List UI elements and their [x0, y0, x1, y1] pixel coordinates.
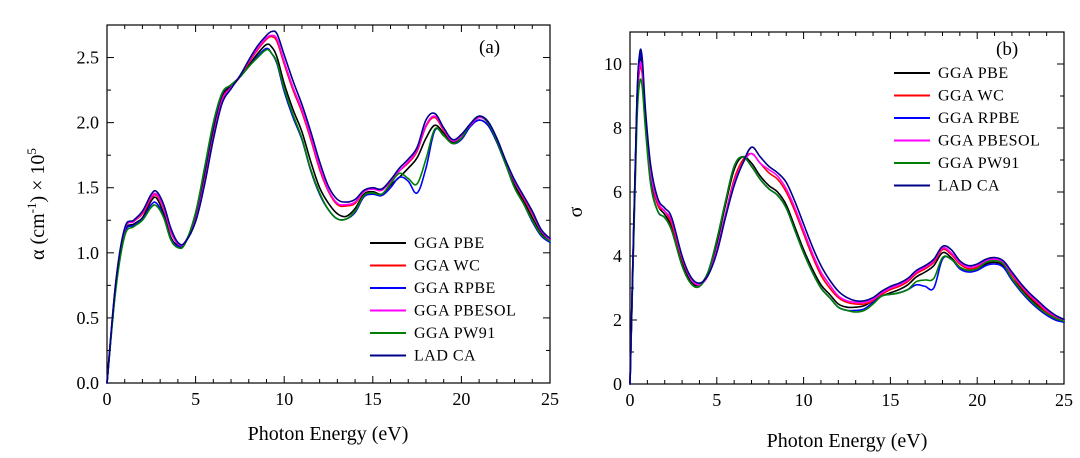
- panel-b-legend-label: GGA PW91: [938, 155, 1020, 172]
- panel-b-legend-label: GGA PBE: [938, 65, 1009, 82]
- panel-a-x-tick-label: 5: [191, 389, 200, 409]
- panel-a-x-tick-label: 15: [364, 389, 382, 409]
- panel-b-y-tick-label: 4: [613, 246, 622, 266]
- panel-a-y-tick-label: 1.5: [77, 178, 100, 198]
- panel-a-legend-label: GGA WC: [414, 258, 480, 275]
- panel-a-y-axis-title-main: α (cm: [27, 213, 49, 260]
- panel-a-legend-label: GGA RPBE: [414, 280, 496, 297]
- panel-a-y-tick-label: 1.0: [77, 243, 100, 263]
- panel-b-y-tick-label: 10: [604, 54, 622, 74]
- panel-b-series-gga-pbesol: [629, 61, 1065, 385]
- panel-b-x-tick-label: 25: [1055, 390, 1073, 410]
- panel-b-series-gga-pw91: [629, 78, 1065, 385]
- panel-a-legend-label: GGA PBE: [414, 235, 485, 252]
- panel-b-x-tick-label: 15: [881, 390, 899, 410]
- panel-a-x-tick-label: 10: [275, 389, 293, 409]
- panel-a-y-axis-title-mid: ) × 10: [27, 155, 49, 203]
- panel-b-conductivity-chart: 0 5 10 15 20 25 0 2 4 6 8 10 (b) Photon Energy (eV)…: [565, 31, 1073, 452]
- panel-a-y-axis-title-exp1: -1: [24, 203, 39, 214]
- panel-a-legend-label: GGA PBESOL: [414, 303, 516, 320]
- panel-b-x-tick-label: 10: [795, 390, 813, 410]
- panel-a-label: (a): [479, 37, 500, 58]
- panel-a-series-lad-ca: [106, 30, 551, 384]
- panel-a-legend-label: GGA PW91: [414, 325, 496, 342]
- panel-a-y-axis-title-exp2: 5: [24, 148, 39, 155]
- panel-a-plot-frame: [106, 24, 551, 384]
- panel-a-x-tick-label: 0: [103, 389, 112, 409]
- panel-b-y-tick-label: 0: [613, 374, 622, 394]
- panel-b-y-tick-label: 8: [613, 118, 622, 138]
- panel-a-y-tick-label: 2.0: [77, 113, 100, 133]
- panel-a-absorption-chart: 0 5 10 15 20 25 0.0 0.5 1.0 1.5 2.0 2.5 (a) Photon …: [24, 24, 559, 445]
- panel-b-y-tick-label: 2: [613, 310, 622, 330]
- panel-b-legend-label: GGA RPBE: [938, 110, 1020, 127]
- panel-a-x-axis-title: Photon Energy (eV): [248, 423, 409, 445]
- panel-b-legend-label: GGA PBESOL: [938, 133, 1040, 150]
- panel-a-series-gga-pbesol: [106, 34, 551, 384]
- panel-a-y-axis-title: α (cm-1) × 105: [24, 148, 49, 260]
- panel-b-y-axis-title: σ: [565, 206, 587, 217]
- panel-b-legend: GGA PBE GGA WC GGA RPBE GGA PBESOL GGA PW91 L…: [894, 65, 1040, 195]
- panel-b-legend-label: LAD CA: [938, 178, 1000, 195]
- panel-b-series-gga-pbe: [629, 56, 1065, 385]
- panel-b-x-tick-label: 20: [968, 390, 986, 410]
- panel-a-legend: GGA PBE GGA WC GGA RPBE GGA PBESOL GGA PW91 L…: [370, 235, 516, 365]
- panel-b-plot-frame: [629, 31, 1065, 385]
- panel-a-y-tick-label: 0.5: [77, 308, 100, 328]
- panel-a-y-tick-label: 0.0: [77, 373, 100, 393]
- panel-b-ticks: 0 5 10 15 20 25 0 2 4 6 8 10: [604, 31, 1073, 410]
- panel-b-x-tick-label: 5: [712, 390, 721, 410]
- panel-a-y-tick-label: 2.5: [77, 48, 100, 68]
- panel-a-ticks: 0 5 10 15 20 25 0.0 0.5 1.0 1.5 2.0 2.5: [77, 24, 559, 409]
- panel-a-series-group: [106, 30, 551, 384]
- panel-a-x-tick-label: 20: [452, 389, 470, 409]
- panel-b-y-tick-label: 6: [613, 182, 622, 202]
- panel-b-x-tick-label: 0: [626, 390, 635, 410]
- panel-b-x-axis-title: Photon Energy (eV): [767, 430, 928, 452]
- panel-b-series-lad-ca: [629, 48, 1065, 385]
- panel-a-legend-label: LAD CA: [414, 348, 476, 365]
- panel-b-label: (b): [996, 39, 1018, 60]
- panel-b-legend-label: GGA WC: [938, 88, 1004, 105]
- panel-b-series-group: [629, 48, 1065, 385]
- panel-a-x-tick-label: 25: [541, 389, 559, 409]
